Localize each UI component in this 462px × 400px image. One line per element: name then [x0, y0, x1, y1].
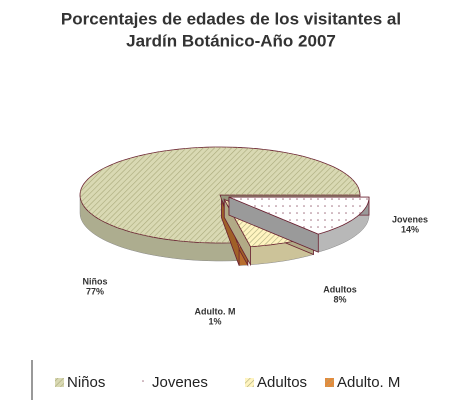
legend-swatch [55, 378, 64, 387]
legend-label: Niños [67, 374, 105, 391]
data-label: 8% [333, 294, 346, 304]
legend-swatch [245, 378, 254, 387]
legend: Niños Jovenes Adultos Adulto. M [55, 374, 400, 391]
pie-pattern [229, 197, 369, 235]
legend-label: Adulto. M [337, 374, 400, 391]
legend-swatch [140, 378, 149, 387]
chart-title: Porcentajes de edades de los visitantes … [61, 9, 401, 28]
legend-label: Adultos [257, 374, 307, 391]
legend-swatch [325, 378, 334, 387]
data-label-name: Adultos [323, 284, 357, 294]
data-label: 77% [86, 286, 104, 296]
chart-title: Jardín Botánico-Año 2007 [126, 31, 336, 50]
data-label-name: Niños [82, 276, 107, 286]
data-label: 1% [208, 316, 221, 326]
data-label: 14% [401, 224, 419, 234]
data-label-name: Adulto. M [195, 306, 236, 316]
data-label-name: Jovenes [392, 214, 428, 224]
pie-pattern [80, 147, 360, 243]
legend-label: Jovenes [152, 374, 208, 391]
